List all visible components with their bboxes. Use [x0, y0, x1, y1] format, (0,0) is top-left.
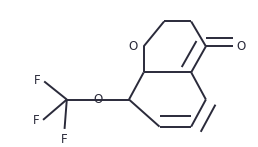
Text: F: F	[61, 133, 68, 146]
Text: O: O	[94, 93, 103, 106]
Text: O: O	[129, 40, 138, 53]
Text: F: F	[34, 74, 41, 87]
Text: F: F	[33, 115, 40, 127]
Text: O: O	[236, 40, 246, 53]
